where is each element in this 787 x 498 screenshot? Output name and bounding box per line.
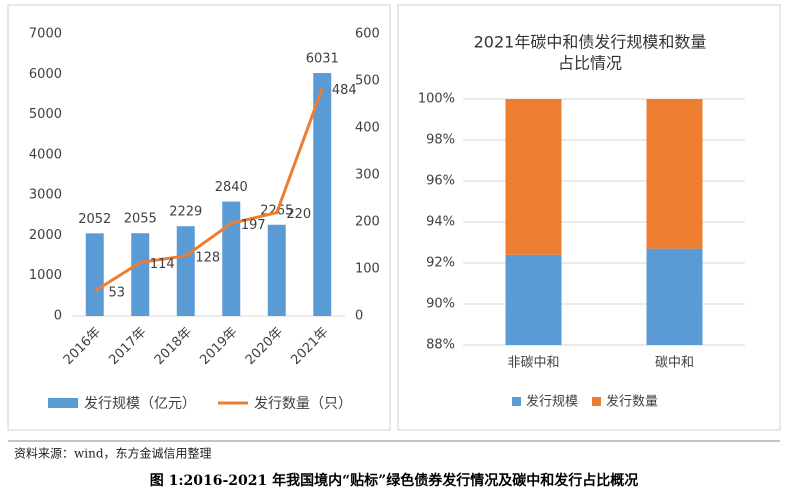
bar-label: 2052 [78, 212, 111, 227]
y2-tick-label: 600 [355, 27, 380, 42]
bar-segment [505, 254, 562, 345]
bar-segment [505, 99, 562, 255]
line-label: 114 [150, 257, 175, 272]
y-tick-label: 90% [426, 297, 455, 312]
x-tick-label: 碳中和 [655, 356, 694, 371]
y2-tick-label: 0 [355, 309, 363, 324]
line-label: 220 [286, 207, 311, 222]
y-tick-label: 7000 [29, 27, 62, 42]
chart-title: 2021年碳中和债发行规模和数量 [474, 33, 707, 52]
bar-segment [646, 99, 703, 249]
bar [313, 73, 332, 316]
y-tick-label: 5000 [29, 107, 62, 122]
line-label: 484 [332, 83, 357, 98]
bar [222, 201, 241, 316]
y-tick-label: 6000 [29, 67, 62, 82]
line-label: 53 [108, 286, 125, 301]
chart-title: 占比情况 [558, 54, 622, 73]
y2-tick-label: 200 [355, 215, 380, 230]
y-tick-label: 3000 [29, 188, 62, 203]
y2-tick-label: 400 [355, 121, 380, 136]
bar [267, 224, 286, 316]
bar [131, 233, 150, 316]
x-tick-label: 非碳中和 [507, 356, 559, 371]
y2-tick-label: 500 [355, 74, 380, 89]
bar-label: 2055 [124, 212, 157, 227]
bar-segment [646, 248, 703, 345]
y-tick-label: 96% [426, 174, 455, 189]
y-tick-label: 1000 [29, 268, 62, 283]
legend-swatch [592, 397, 601, 406]
source: 资料来源：wind，东方金诚信用整理 [14, 446, 212, 461]
y-tick-label: 94% [426, 215, 455, 230]
y2-tick-label: 100 [355, 262, 380, 277]
y-tick-label: 2000 [29, 228, 62, 243]
y-tick-label: 100% [418, 92, 455, 107]
y2-tick-label: 300 [355, 168, 380, 183]
legend-label: 发行数量（只） [254, 396, 352, 412]
legend-swatch [512, 397, 521, 406]
legend-label: 发行规模（亿元） [84, 396, 196, 412]
bar-label: 2229 [169, 205, 202, 220]
caption: 图 1:2016-2021 年我国境内“贴标”绿色债券发行情况及碳中和发行占比概… [150, 472, 639, 489]
y-tick-label: 98% [426, 133, 455, 148]
y-tick-label: 0 [54, 309, 62, 324]
line [93, 88, 324, 293]
y-tick-label: 92% [426, 256, 455, 271]
bar-label: 6031 [306, 52, 339, 67]
y-tick-label: 4000 [29, 147, 62, 162]
right-panel [397, 4, 781, 431]
legend-swatch [48, 398, 78, 408]
legend-label: 发行数量 [606, 394, 658, 410]
bar-label: 2840 [215, 180, 248, 195]
bar [85, 233, 104, 316]
legend-label: 发行规模 [526, 394, 578, 410]
line-label: 128 [195, 250, 220, 265]
y-tick-label: 88% [426, 338, 455, 353]
line-label: 197 [241, 218, 266, 233]
bar [176, 226, 195, 316]
